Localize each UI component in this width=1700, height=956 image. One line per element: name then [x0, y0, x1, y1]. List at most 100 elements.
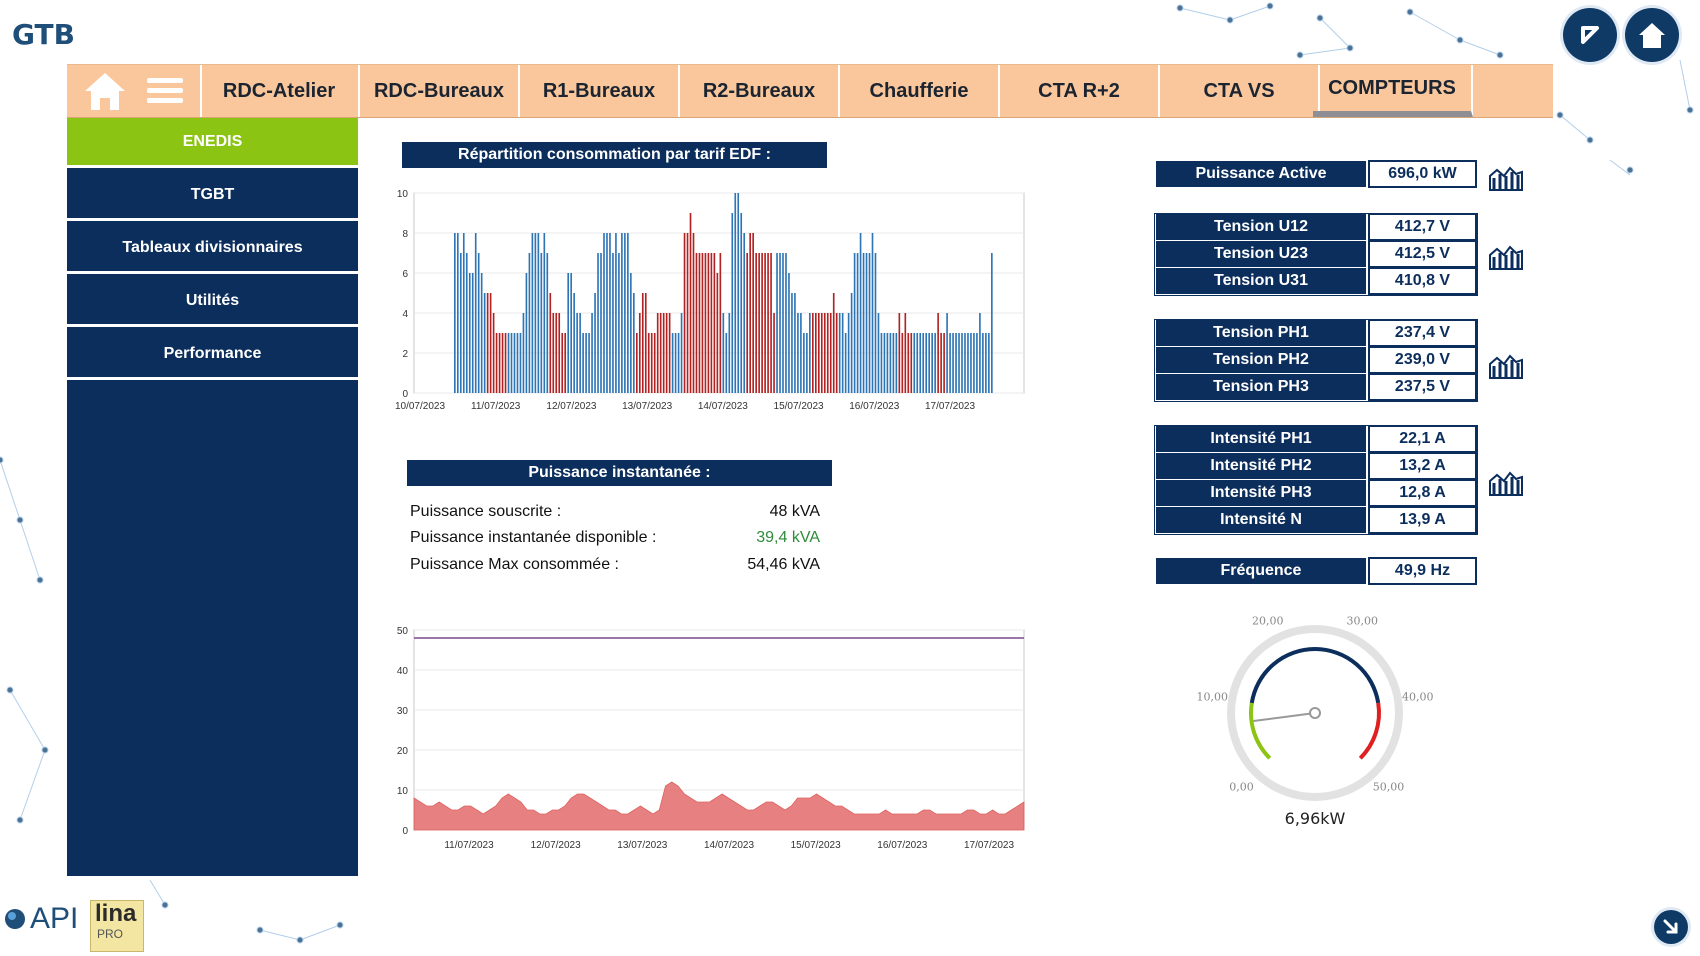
y-tick-label: 4 [402, 309, 408, 320]
tab-chaufferie[interactable]: Chaufferie [840, 65, 1000, 117]
x-tick-label: 12/07/2023 [546, 401, 596, 412]
tab-r2-bureaux[interactable]: R2-Bureaux [680, 65, 840, 117]
bar [468, 273, 471, 393]
y-tick-label: 20 [397, 746, 409, 757]
bar [934, 333, 936, 393]
bar [462, 233, 465, 393]
bar [835, 313, 838, 393]
bar [624, 233, 626, 393]
bar [791, 293, 793, 393]
sidebar-item-performance[interactable]: Performance [67, 330, 358, 380]
lina-pro-logo: lina PRO [90, 900, 144, 952]
tension-u31-label: Tension U31 [1156, 268, 1366, 294]
x-tick-label: 11/07/2023 [471, 401, 521, 412]
tab-compteurs[interactable]: COMPTEURS [1313, 65, 1473, 117]
tab-cta-r2[interactable]: CTA R+2 [1000, 65, 1160, 117]
bar [522, 313, 525, 393]
bar [749, 233, 751, 393]
bar [606, 233, 608, 393]
bar [561, 333, 564, 393]
expand-button[interactable] [1654, 910, 1688, 944]
bar [874, 253, 877, 393]
bar [546, 253, 549, 393]
sidebar-item-enedis[interactable]: ENEDIS [67, 118, 358, 168]
bar [943, 333, 945, 393]
bar [534, 233, 537, 393]
y-tick-label: 0 [402, 389, 408, 400]
arrow-down-right-icon [1663, 919, 1678, 934]
api-logo-text: API [30, 902, 79, 935]
bar [570, 273, 572, 393]
trend-chart-icon[interactable] [1488, 467, 1524, 497]
bar [704, 253, 707, 393]
gauge-tick-label: 20,00 [1252, 614, 1284, 627]
tab-bar-home-area [67, 65, 202, 117]
bar [877, 313, 880, 393]
bar [979, 313, 981, 393]
tension-ph1-value: 237,4 V [1368, 319, 1477, 347]
gauge-readout: 6,96kW [1285, 809, 1346, 828]
bar [576, 313, 578, 393]
tab-rdc-atelier[interactable]: RDC-Atelier [200, 65, 360, 117]
bar [919, 333, 922, 393]
menu-icon[interactable] [147, 76, 183, 106]
bar [794, 293, 796, 393]
house-icon[interactable] [83, 70, 127, 112]
bar [656, 313, 659, 393]
bar [543, 233, 546, 393]
tab-rdc-bureaux[interactable]: RDC-Bureaux [360, 65, 520, 117]
trend-chart-icon[interactable] [1488, 162, 1524, 192]
y-tick-label: 40 [397, 666, 409, 677]
gauge-zone-low [1249, 702, 1272, 760]
bar [764, 253, 766, 393]
bar [701, 253, 704, 393]
bar [507, 333, 510, 393]
bar [471, 273, 474, 393]
intensite-ph1-label: Intensité PH1 [1156, 426, 1366, 452]
bar [692, 233, 695, 393]
bar [814, 313, 817, 393]
gauge-tick-label: 50,00 [1373, 781, 1405, 794]
x-tick-label: 14/07/2023 [698, 401, 748, 412]
puissance-disponible-value: 39,4 kVA [756, 529, 820, 546]
tension-ph1-label: Tension PH1 [1156, 320, 1366, 346]
bar [504, 333, 507, 393]
bar [621, 233, 623, 393]
bar [740, 213, 743, 393]
tab-r1-bureaux[interactable]: R1-Bureaux [520, 65, 680, 117]
tension-ph3-label: Tension PH3 [1156, 374, 1366, 400]
power-gauge: 0,00 10,00 20,00 30,00 40,00 50,00 6,96kW [1197, 614, 1434, 828]
home-button[interactable] [1625, 8, 1679, 62]
bar [803, 333, 805, 393]
trend-chart-icon[interactable] [1488, 241, 1524, 271]
plot-frame [413, 192, 1025, 394]
bar [650, 333, 653, 393]
tension-ph-group [1154, 319, 1478, 402]
sidebar-item-tgbt[interactable]: TGBT [67, 171, 358, 221]
bar [480, 273, 483, 393]
trend-chart-icon[interactable] [1488, 350, 1524, 380]
bar [931, 333, 933, 393]
lina-logo-text: lina [95, 900, 137, 927]
back-button[interactable] [1563, 8, 1617, 62]
y-tick-label: 2 [402, 349, 408, 360]
bar [991, 253, 993, 393]
bar [677, 333, 680, 393]
bar [609, 233, 611, 393]
tab-cta-vs[interactable]: CTA VS [1160, 65, 1320, 117]
intensite-ph1-value: 22,1 A [1368, 425, 1477, 453]
bar [665, 313, 668, 393]
bar [985, 333, 987, 393]
bar [552, 313, 555, 393]
bar [734, 193, 737, 393]
bar [761, 253, 763, 393]
sidebar-item-utilites[interactable]: Utilités [67, 277, 358, 327]
bar [776, 253, 778, 393]
bar [964, 333, 966, 393]
bar [788, 273, 790, 393]
intensite-n-value: 13,9 A [1368, 506, 1477, 534]
tarif-chart-header: Répartition consommation par tarif EDF : [402, 142, 827, 168]
bar [883, 333, 886, 393]
bar [567, 273, 570, 393]
sidebar-item-tableaux-divisionnaires[interactable]: Tableaux divisionnaires [67, 224, 358, 274]
